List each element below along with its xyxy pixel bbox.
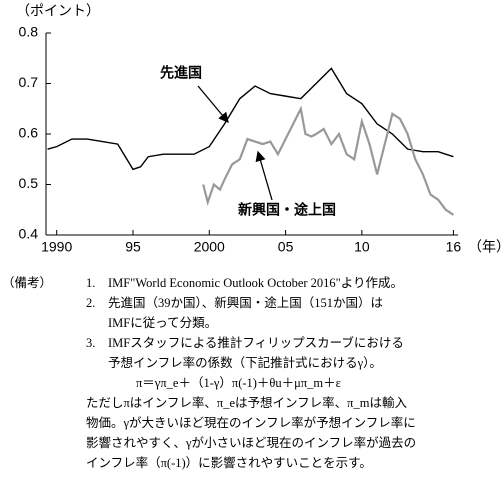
y-tick-label: 0.4	[19, 226, 39, 242]
x-unit: （年）	[468, 239, 503, 255]
x-tick-label: 2000	[194, 239, 225, 255]
annotation: 先進国	[160, 65, 202, 81]
note-line: 影響されやすく、γが小さいほど現在のインフレ率が過去の	[86, 435, 416, 450]
note-number: 1.	[86, 276, 95, 290]
note-line: 予想インフレ率の係数（下記推計式におけるγ）。	[108, 355, 382, 370]
x-tick-label: 16	[446, 239, 462, 255]
y-tick-label: 0.6	[19, 125, 39, 141]
notes-label: （備考）	[2, 275, 52, 290]
annotation: 新興国・途上国	[238, 202, 336, 218]
arrow	[197, 85, 229, 123]
x-tick-label: 05	[278, 239, 294, 255]
note-line: 物価。γが大きいほど現在のインフレ率が予想インフレ率に	[86, 415, 416, 430]
x-tick-label: 10	[354, 239, 370, 255]
y-tick-label: 0.8	[19, 24, 39, 40]
y-unit: （ポイント）	[16, 3, 100, 19]
x-tick-label: 95	[125, 239, 141, 255]
note-line: π＝γπ_e＋（1-γ）π(-1)＋θu＋μπ_m＋ε	[136, 376, 341, 390]
note-line: IMF"World Economic Outlook October 2016"…	[108, 276, 403, 290]
note-line: ただしπはインフレ率、π_eは予想インフレ率、π_mは輸入	[86, 395, 407, 410]
x-tick-label: 1990	[41, 239, 72, 255]
arrow	[255, 150, 273, 201]
y-tick-label: 0.5	[19, 175, 39, 191]
series-line	[47, 67, 454, 171]
note-line: IMFに従って分類。	[108, 316, 217, 330]
note-line: IMFスタッフによる推計フィリップスカーブにおける	[108, 335, 404, 350]
note-number: 2.	[86, 296, 95, 310]
note-line: インフレ率（π(-1)）に影響されやすいことを示す。	[86, 455, 372, 470]
note-number: 3.	[86, 336, 95, 350]
y-tick-label: 0.7	[19, 74, 39, 90]
series-line	[202, 105, 455, 216]
note-line: 先進国（39か国）、新興国・途上国（151か国）は	[108, 295, 383, 310]
